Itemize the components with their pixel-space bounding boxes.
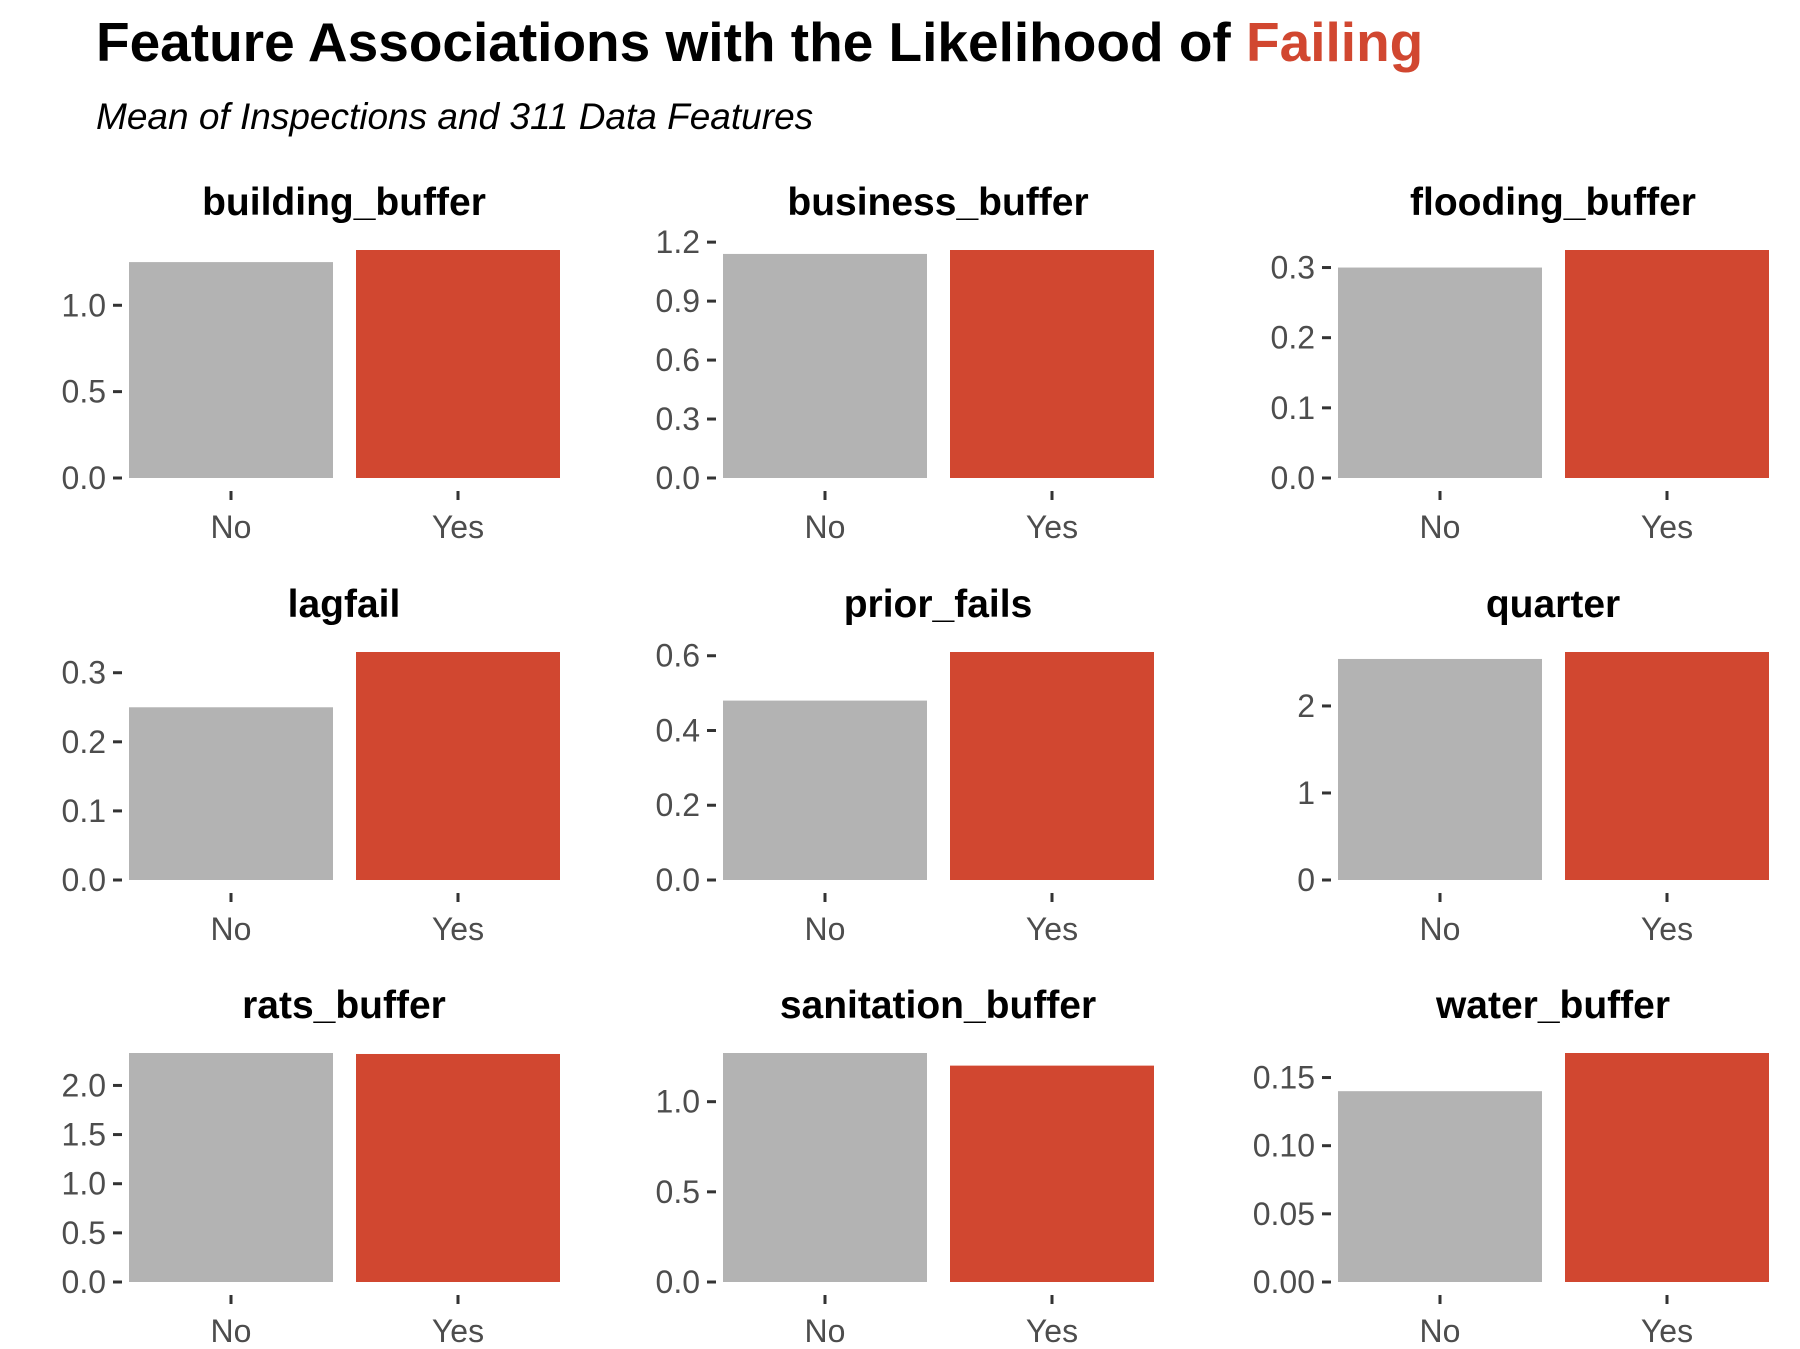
bar-yes: [356, 652, 560, 880]
x-tick-label: Yes: [1026, 911, 1078, 947]
bar-yes: [356, 1053, 560, 1282]
bar-yes: [1565, 652, 1769, 880]
y-tick-label: 1.2: [656, 224, 700, 260]
y-tick-label: 0.0: [1271, 460, 1315, 496]
x-tick-label: Yes: [1026, 509, 1078, 545]
y-tick-label: 0.6: [656, 638, 700, 674]
y-tick-label: 1.5: [62, 1117, 106, 1153]
y-tick-label: 1.0: [656, 1084, 700, 1120]
y-tick-label: 2: [1297, 688, 1315, 724]
x-tick-label: Yes: [432, 509, 484, 545]
x-tick-label: Yes: [432, 1313, 484, 1349]
y-tick-label: 0.0: [62, 862, 106, 898]
y-tick-label: 0.4: [656, 712, 700, 748]
chart-title-main: Feature Associations with the Likelihood…: [96, 11, 1247, 73]
facet-title-quarter: quarter: [1486, 583, 1620, 626]
bar-yes: [1565, 1053, 1769, 1282]
facet-title-lagfail: lagfail: [288, 583, 401, 626]
facet-title-rats_buffer: rats_buffer: [242, 984, 446, 1027]
bar-no: [1338, 1091, 1542, 1282]
y-tick-label: 2.0: [62, 1067, 106, 1103]
facet-title-building_buffer: building_buffer: [202, 181, 486, 224]
x-tick-label: No: [1420, 509, 1461, 545]
y-tick-label: 0.05: [1253, 1196, 1315, 1232]
x-tick-label: No: [1420, 1313, 1461, 1349]
facet-title-water_buffer: water_buffer: [1435, 984, 1670, 1027]
chart-title-highlight: Failing: [1246, 11, 1424, 73]
y-tick-label: 0.3: [1271, 250, 1315, 286]
x-tick-label: Yes: [432, 911, 484, 947]
x-tick-label: No: [1420, 911, 1461, 947]
x-tick-label: Yes: [1641, 911, 1693, 947]
y-tick-label: 1.0: [62, 287, 106, 323]
bar-no: [129, 707, 333, 880]
x-tick-label: No: [805, 911, 846, 947]
facet-title-sanitation_buffer: sanitation_buffer: [780, 984, 1096, 1027]
bar-no: [1338, 267, 1542, 478]
y-tick-label: 0.15: [1253, 1060, 1315, 1096]
chart-title: Feature Associations with the Likelihood…: [96, 10, 1423, 74]
x-tick-label: No: [211, 911, 252, 947]
bar-yes: [356, 250, 560, 478]
y-tick-label: 0.0: [656, 460, 700, 496]
y-tick-label: 0.0: [62, 1264, 106, 1300]
y-tick-label: 1: [1297, 775, 1315, 811]
bar-yes: [950, 652, 1154, 880]
y-tick-label: 0.10: [1253, 1128, 1315, 1164]
y-tick-label: 0.3: [62, 655, 106, 691]
y-tick-label: 0.1: [62, 793, 106, 829]
y-tick-label: 0.00: [1253, 1264, 1315, 1300]
bar-yes: [950, 1065, 1154, 1282]
bar-no: [129, 262, 333, 478]
x-tick-label: No: [211, 509, 252, 545]
facet-title-business_buffer: business_buffer: [787, 181, 1088, 224]
facet-title-prior_fails: prior_fails: [844, 583, 1033, 626]
y-tick-label: 0.2: [1271, 320, 1315, 356]
y-tick-label: 0.6: [656, 342, 700, 378]
y-tick-label: 1.0: [62, 1166, 106, 1202]
y-tick-label: 0.5: [62, 1215, 106, 1251]
y-tick-label: 0.0: [656, 1264, 700, 1300]
x-tick-label: No: [805, 509, 846, 545]
bar-no: [1338, 658, 1542, 880]
y-tick-label: 0.0: [656, 862, 700, 898]
x-tick-label: No: [805, 1313, 846, 1349]
bar-no: [129, 1053, 333, 1282]
y-tick-label: 0.2: [62, 724, 106, 760]
bar-no: [723, 253, 927, 478]
x-tick-label: No: [211, 1313, 252, 1349]
y-tick-label: 0.5: [62, 374, 106, 410]
y-tick-label: 0.9: [656, 283, 700, 319]
y-tick-label: 0: [1297, 862, 1315, 898]
x-tick-label: Yes: [1641, 509, 1693, 545]
facet-title-flooding_buffer: flooding_buffer: [1410, 181, 1696, 224]
chart-subtitle: Mean of Inspections and 311 Data Feature…: [96, 96, 814, 137]
y-tick-label: 0.5: [656, 1174, 700, 1210]
bar-no: [723, 1053, 927, 1282]
x-tick-label: Yes: [1641, 1313, 1693, 1349]
bar-yes: [950, 250, 1154, 478]
bar-yes: [1565, 250, 1769, 478]
bar-no: [723, 700, 927, 880]
y-tick-label: 0.2: [656, 787, 700, 823]
y-tick-label: 0.1: [1271, 390, 1315, 426]
y-tick-label: 0.3: [656, 401, 700, 437]
x-tick-label: Yes: [1026, 1313, 1078, 1349]
y-tick-label: 0.0: [62, 460, 106, 496]
